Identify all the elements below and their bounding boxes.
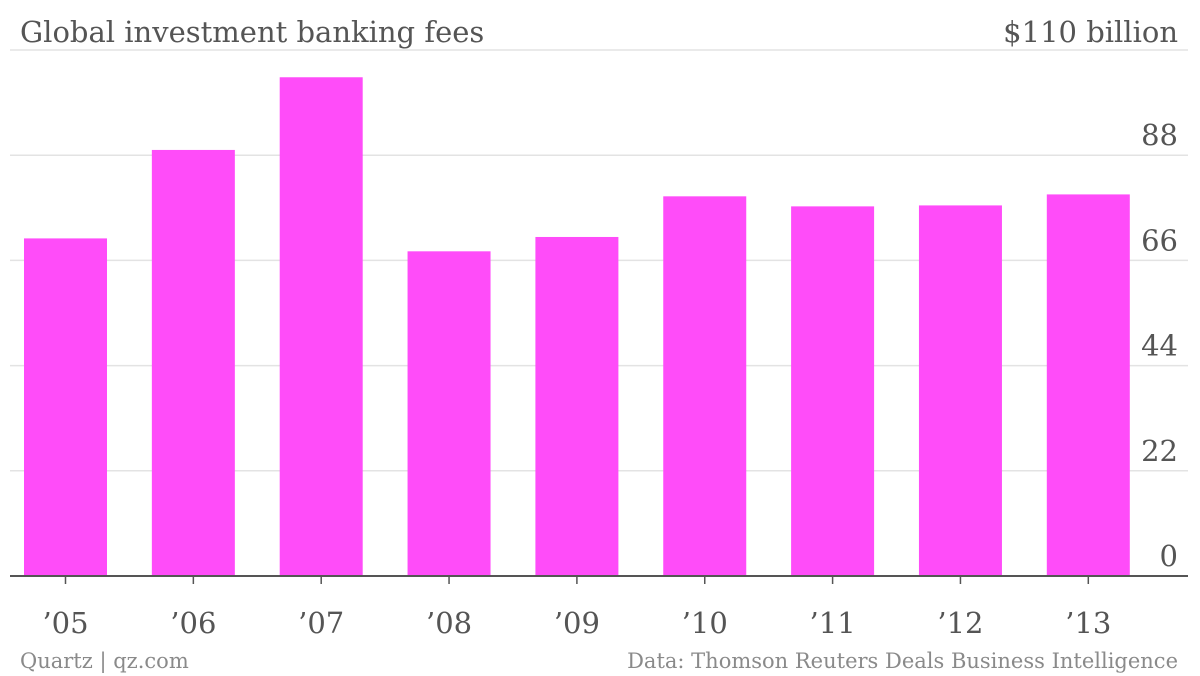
bar-0	[24, 238, 107, 577]
bar-8	[1046, 194, 1130, 577]
y-tick-label: 0	[1160, 539, 1178, 573]
x-tick-label: ’13	[1065, 606, 1111, 640]
y-axis-ticks: 0 22 44 66 88	[1141, 118, 1178, 573]
x-tick-label: ’09	[554, 606, 600, 640]
y-axis-top-label: $110 billion	[1003, 15, 1178, 49]
y-tick-label: 22	[1141, 434, 1178, 468]
bar-1	[151, 149, 235, 576]
bars	[24, 77, 1130, 577]
x-tick-label: ’06	[170, 606, 216, 640]
bar-7	[918, 205, 1002, 576]
x-tick-label: ’08	[426, 606, 472, 640]
bar-4	[535, 236, 619, 576]
x-axis-ticks: ’05 ’06 ’07 ’08 ’09 ’10 ’11 ’12 ’13	[42, 576, 1111, 640]
credit-text: Quartz | qz.com	[20, 649, 189, 674]
y-tick-label: 88	[1141, 118, 1178, 152]
y-tick-label: 66	[1141, 223, 1178, 257]
bar-2	[279, 77, 363, 577]
bar-6	[791, 206, 875, 576]
bar-3	[407, 251, 491, 576]
x-tick-label: ’10	[682, 606, 728, 640]
bar-5	[663, 196, 747, 576]
source-text: Data: Thomson Reuters Deals Business Int…	[627, 649, 1178, 673]
x-tick-label: ’05	[42, 606, 88, 640]
chart-title: Global investment banking fees	[20, 15, 484, 49]
y-tick-label: 44	[1141, 329, 1178, 363]
x-tick-label: ’11	[810, 606, 856, 640]
x-tick-label: ’12	[937, 606, 983, 640]
x-tick-label: ’07	[298, 606, 344, 640]
